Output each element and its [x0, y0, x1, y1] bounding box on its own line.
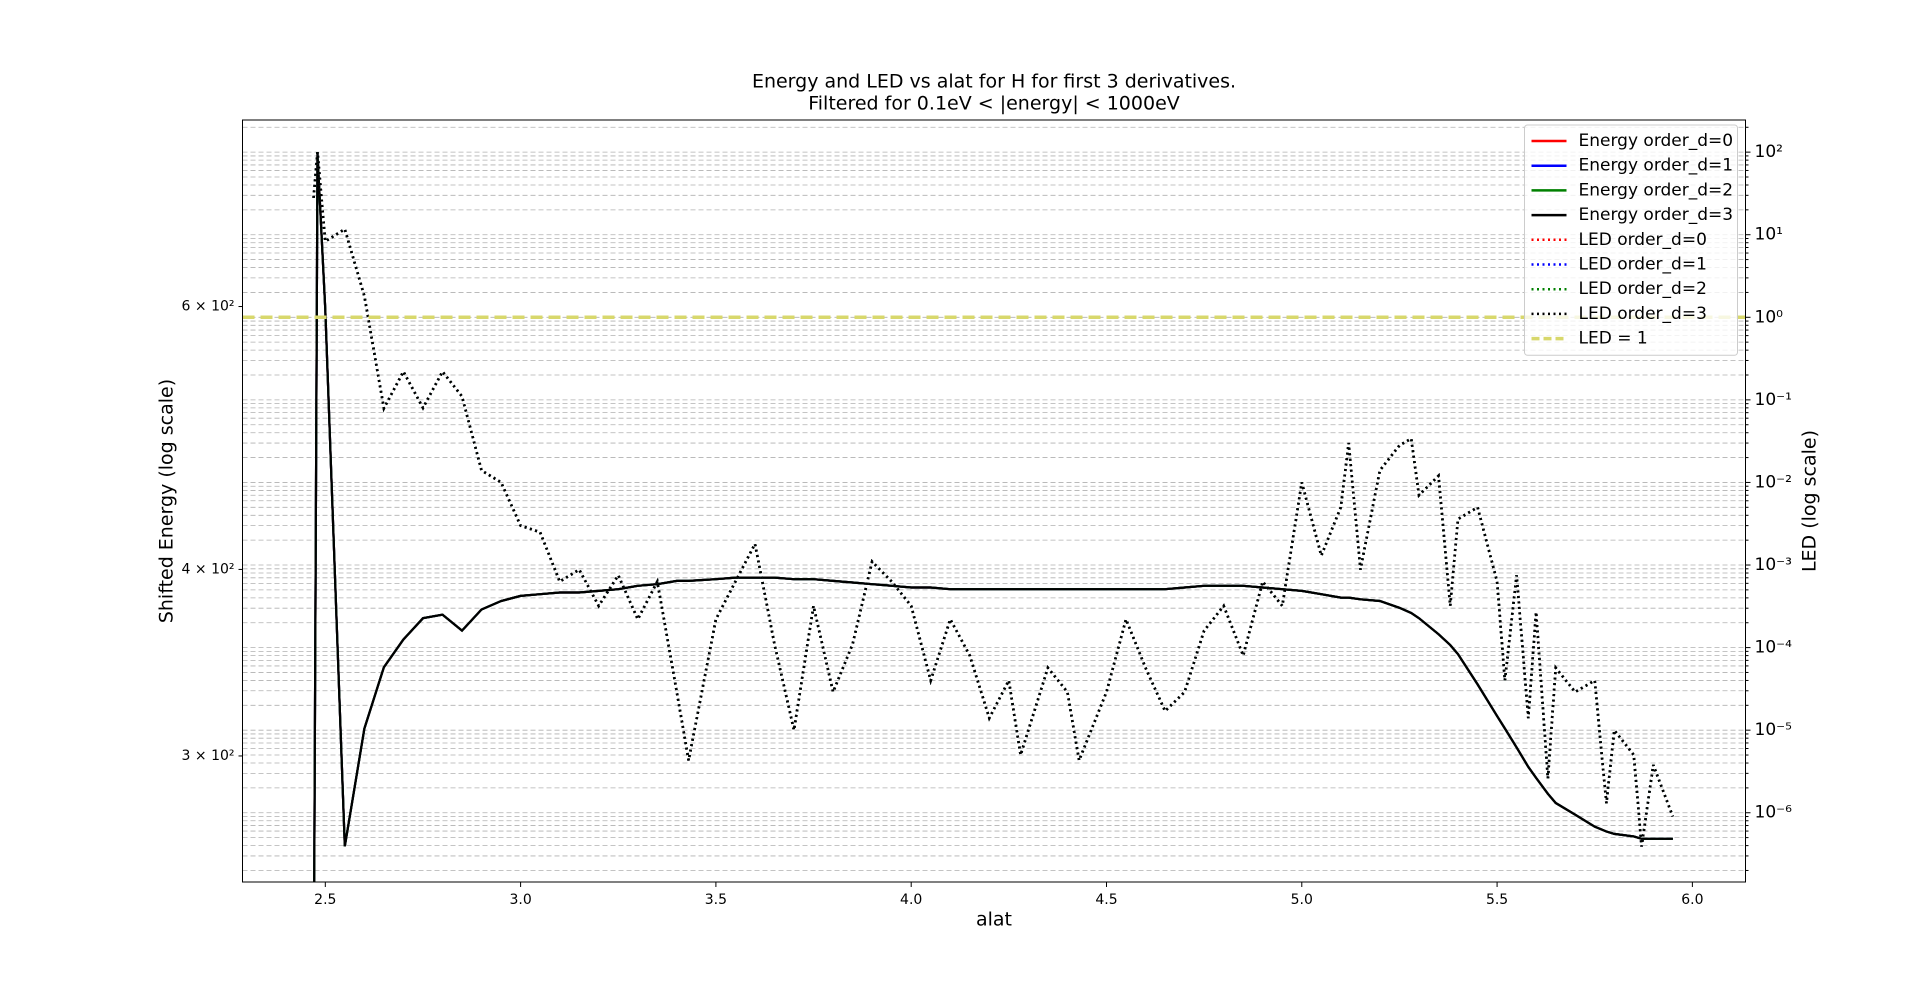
y-tick-label: 3 × 10²	[182, 748, 235, 764]
led-line	[312, 151, 1675, 847]
y2-tick-label: 10²	[1755, 142, 1783, 162]
led-line	[312, 151, 1675, 847]
x-tick-label: 3.0	[509, 892, 531, 908]
y2-tick-label: 10⁻⁵	[1755, 720, 1792, 740]
x-tick-label: 5.5	[1486, 892, 1508, 908]
legend-label: LED order_d=3	[1579, 304, 1707, 324]
y2-tick-label: 10⁻⁶	[1755, 803, 1793, 823]
plot-frame	[242, 119, 1746, 883]
plot-area	[242, 151, 1746, 882]
y2-tick-label: 10⁻³	[1755, 555, 1792, 575]
legend-label: Energy order_d=2	[1579, 180, 1734, 200]
y2-tick-label: 10⁻¹	[1755, 390, 1792, 410]
y-tick-label: 4 × 10²	[182, 561, 235, 577]
x-tick-label: 5.0	[1291, 892, 1313, 908]
legend-label: LED = 1	[1579, 329, 1648, 349]
x-axis-label: alat	[976, 909, 1012, 931]
legend-label: Energy order_d=1	[1579, 156, 1734, 176]
led-line	[312, 151, 1675, 847]
legend-label: LED order_d=0	[1579, 230, 1707, 250]
legend-box	[1524, 124, 1738, 356]
x-tick-label: 3.5	[705, 892, 727, 908]
chart-title: Energy and LED vs alat for H for first 3…	[752, 71, 1236, 93]
y2-tick-label: 10⁻²	[1755, 472, 1792, 492]
energy-line	[313, 154, 1673, 882]
led-line	[312, 151, 1675, 847]
legend-label: LED order_d=2	[1579, 279, 1707, 299]
chart-subtitle: Filtered for 0.1eV < |energy| < 1000eV	[808, 93, 1180, 115]
x-tick-label: 4.0	[900, 892, 922, 908]
y2-tick-label: 10⁻⁴	[1755, 638, 1793, 658]
legend-label: Energy order_d=3	[1579, 205, 1734, 225]
legend-label: Energy order_d=0	[1579, 131, 1734, 151]
y-axis-label: Shifted Energy (log scale)	[156, 379, 178, 623]
x-tick-label: 4.5	[1095, 892, 1117, 908]
x-tick-label: 2.5	[314, 892, 336, 908]
y2-tick-label: 10¹	[1755, 225, 1783, 245]
y2-tick-label: 10⁰	[1755, 307, 1784, 327]
legend-label: LED order_d=1	[1579, 255, 1707, 275]
x-tick-label: 6.0	[1681, 892, 1703, 908]
y2-axis-label: LED (log scale)	[1799, 430, 1821, 572]
y-tick-label: 6 × 10²	[182, 299, 235, 315]
